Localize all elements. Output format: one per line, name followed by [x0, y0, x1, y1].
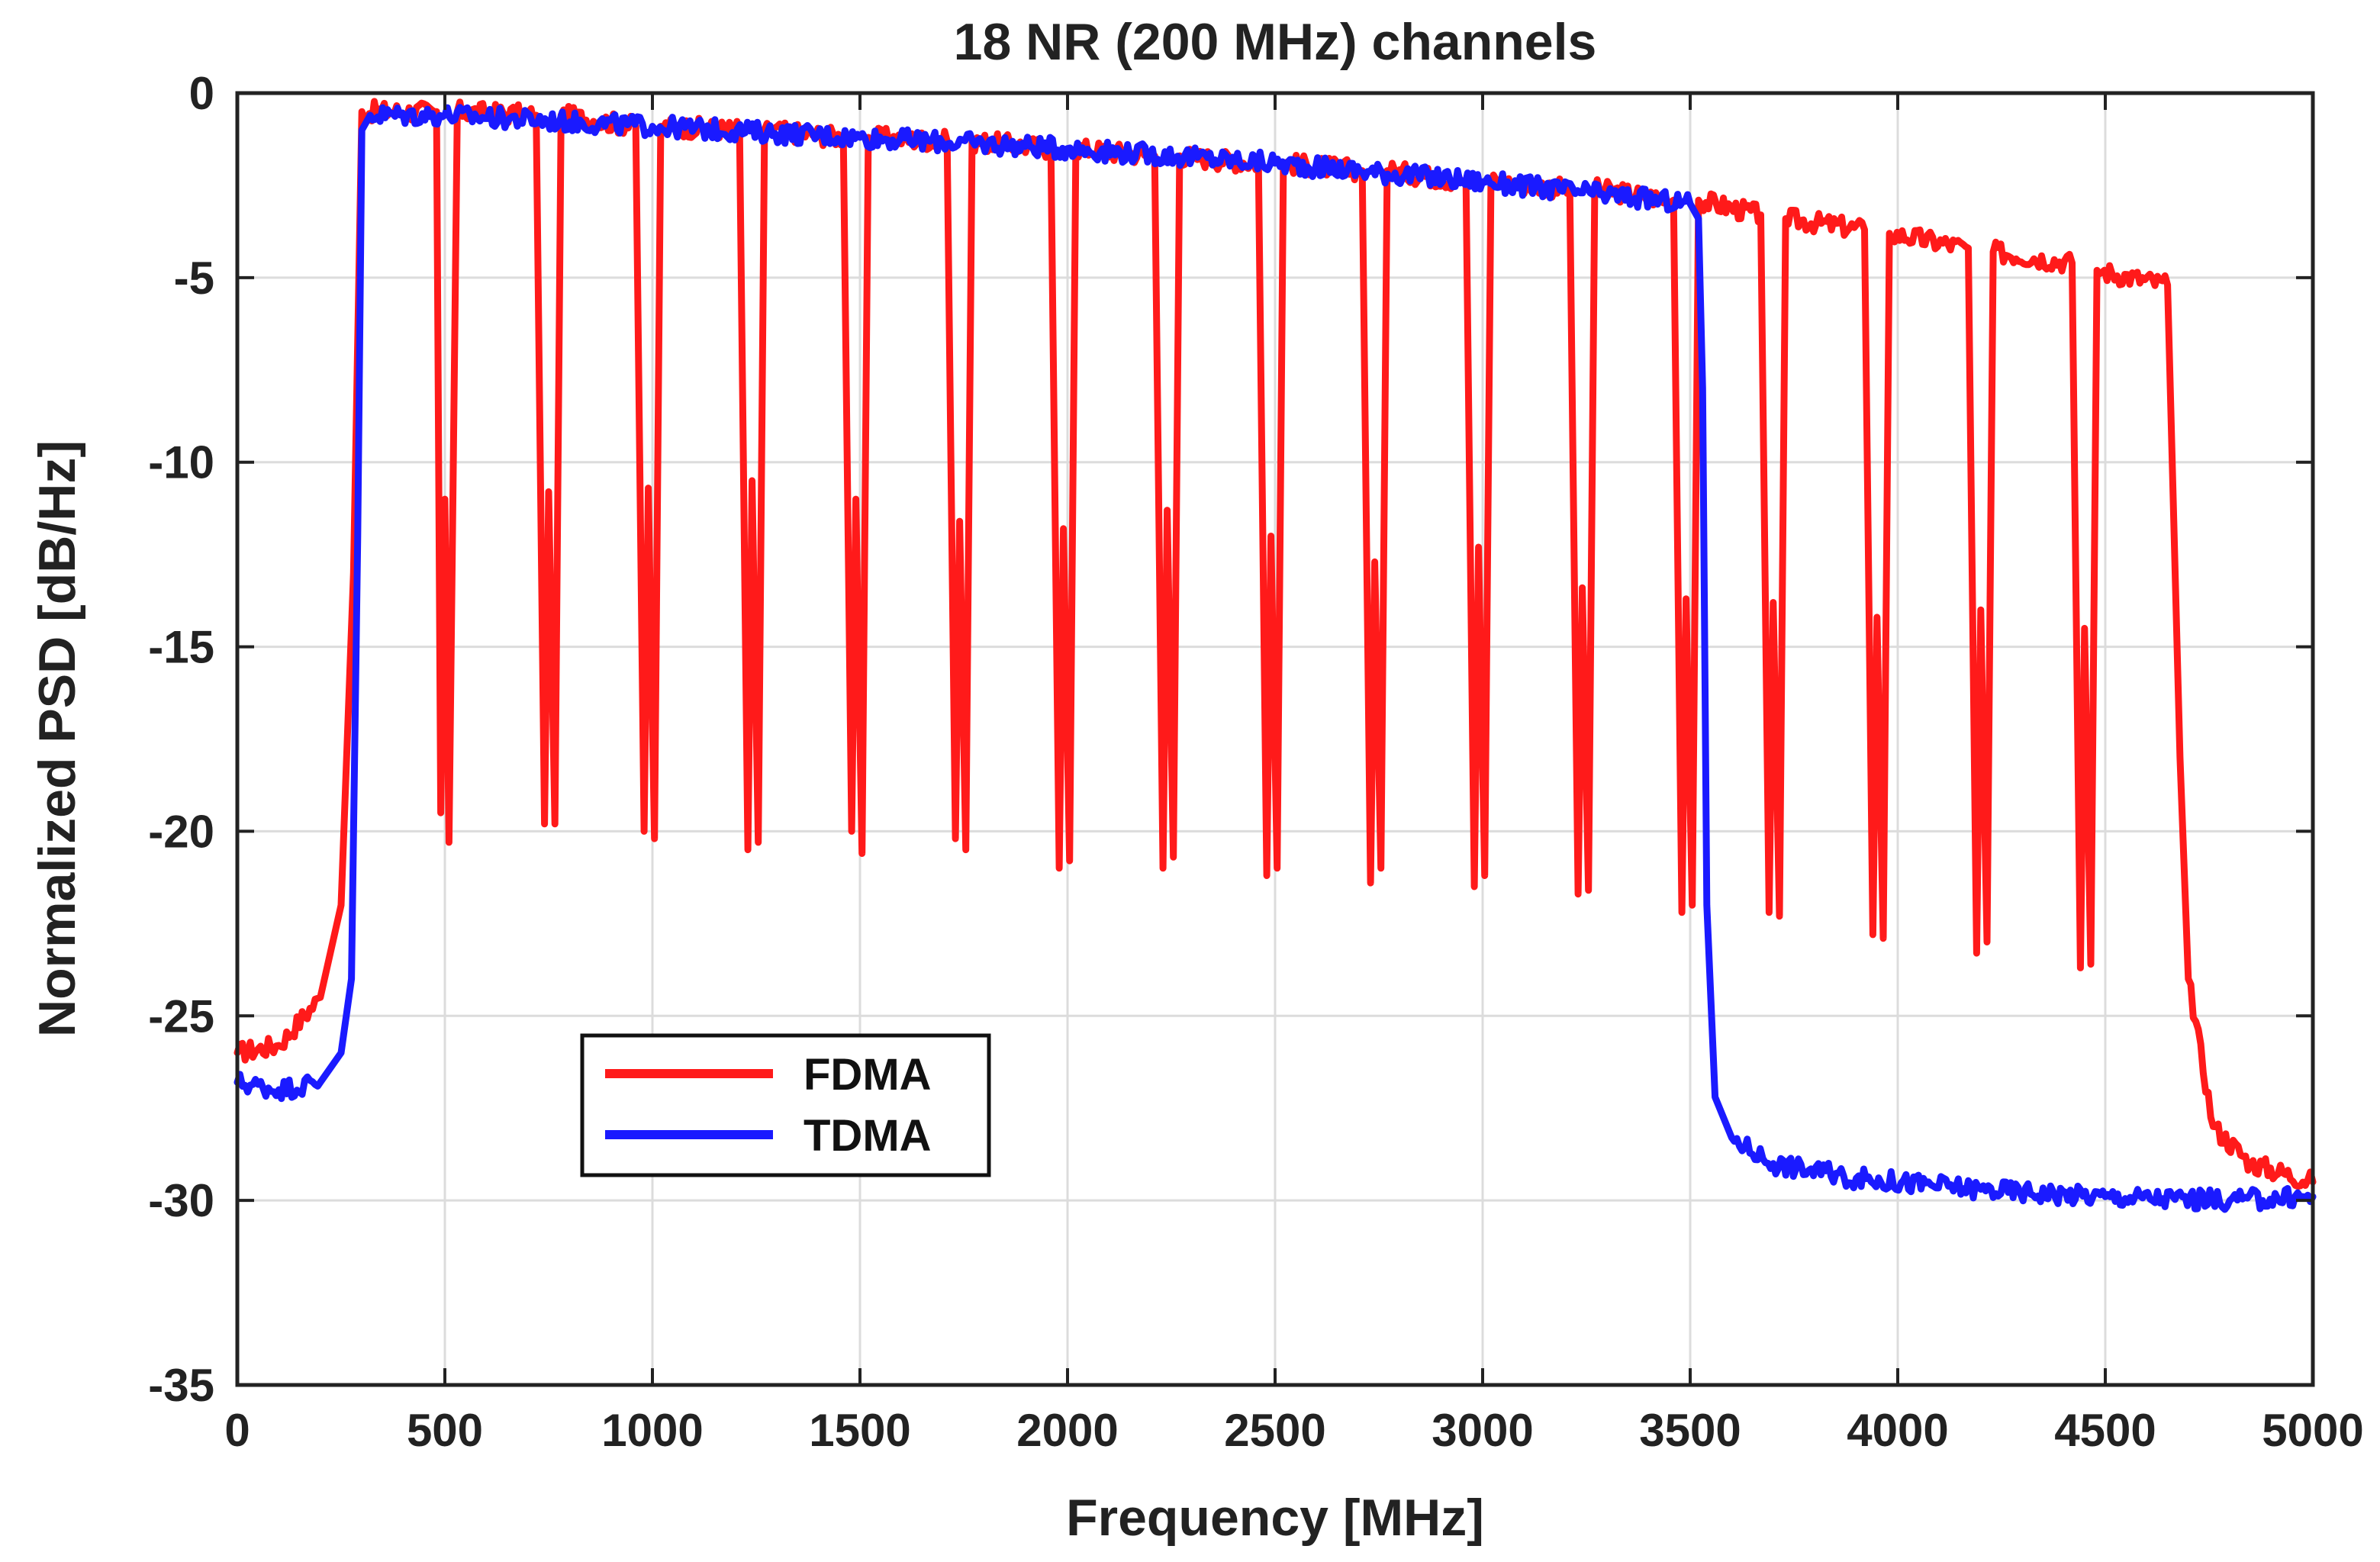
y-tick-label: -15 — [148, 622, 214, 673]
legend: FDMA TDMA — [580, 1033, 991, 1177]
x-tick-label: 4500 — [2054, 1405, 2156, 1456]
y-tick-label: -20 — [148, 806, 214, 857]
axis-ticks: 0 500 1000 1500 2000 2500 3000 3500 4000 4500 5000… — [148, 68, 2363, 1456]
legend-label-fdma: FDMA — [804, 1050, 932, 1100]
y-tick-label: -10 — [148, 437, 214, 488]
x-tick-label: 4000 — [1847, 1405, 1948, 1456]
series-line-fdma — [233, 98, 2317, 1190]
x-tick-label: 1500 — [809, 1405, 910, 1456]
x-tick-label: 2000 — [1016, 1405, 1118, 1456]
x-tick-label: 0 — [224, 1405, 250, 1456]
chart-title: 18 NR (200 MHz) channels — [954, 13, 1597, 71]
x-tick-label: 1000 — [601, 1405, 703, 1456]
y-axis-title: Normalized PSD [dB/Hz] — [28, 440, 86, 1037]
y-tick-label: -35 — [148, 1360, 214, 1411]
series-layer — [233, 98, 2317, 1213]
legend-box — [580, 1033, 991, 1177]
y-tick-label: -25 — [148, 990, 214, 1042]
y-tick-label: 0 — [189, 68, 214, 119]
x-tick-label: 2500 — [1224, 1405, 1325, 1456]
legend-label-tdma: TDMA — [804, 1111, 932, 1161]
y-tick-label: -30 — [148, 1175, 214, 1226]
x-tick-label: 3500 — [1639, 1405, 1741, 1456]
x-tick-label: 500 — [407, 1405, 483, 1456]
x-axis-title: Frequency [MHz] — [1066, 1489, 1484, 1547]
series-line-tdma — [233, 104, 2317, 1213]
x-tick-label: 5000 — [2262, 1405, 2363, 1456]
x-tick-label: 3000 — [1432, 1405, 1533, 1456]
y-tick-label: -5 — [174, 253, 214, 304]
